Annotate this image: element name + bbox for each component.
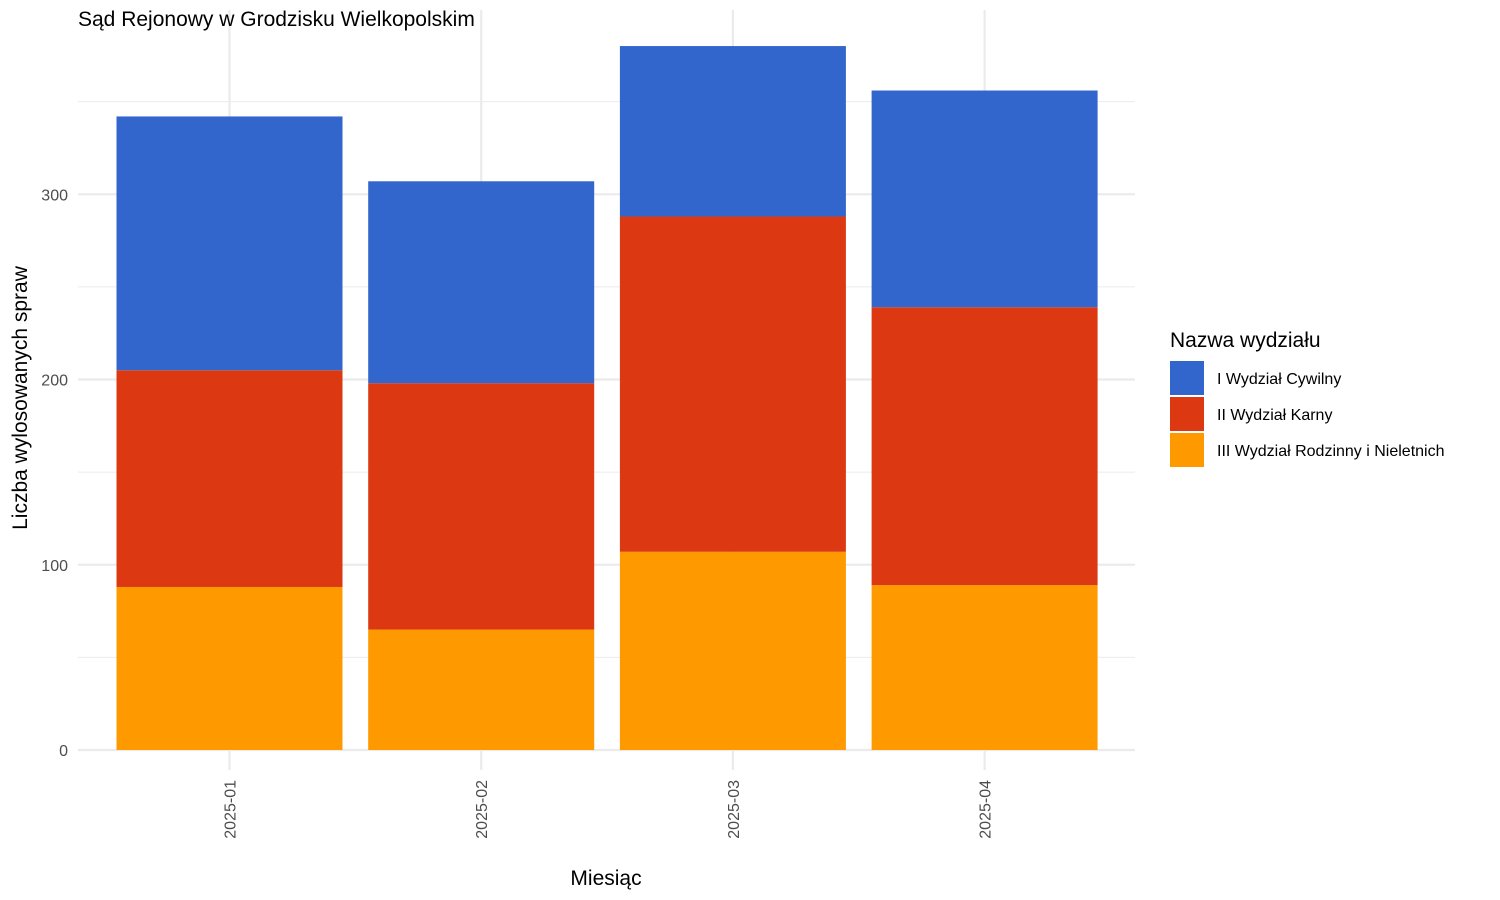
bar-segment [871, 307, 1098, 586]
bar-segment [368, 383, 595, 630]
legend-label: I Wydział Cywilny [1217, 371, 1341, 388]
bars-layer [116, 46, 1098, 750]
y-tick-label: 200 [41, 373, 68, 390]
bar-segment [368, 629, 595, 750]
x-tick-label: 2025-02 [474, 780, 491, 839]
legend-label: II Wydział Karny [1217, 407, 1332, 424]
bar-segment [871, 585, 1098, 750]
legend-title: Nazwa wydziału [1170, 329, 1321, 352]
legend-swatch [1170, 433, 1204, 467]
y-axis-ticks: 0 100 200 300 [41, 187, 68, 760]
bar-segment [871, 90, 1098, 308]
x-axis-ticks: 2025-01 2025-02 2025-03 2025-04 [223, 780, 995, 839]
chart-title: Sąd Rejonowy w Grodzisku Wielkopolskim [78, 8, 475, 31]
y-axis-title: Liczba wylosowanych spraw [9, 265, 32, 530]
legend-swatch [1170, 361, 1204, 395]
bar-segment [619, 216, 846, 552]
x-tick-label: 2025-01 [223, 780, 240, 839]
bar-segment [619, 551, 846, 750]
bar-segment [116, 586, 343, 750]
bar-segment [116, 116, 343, 371]
legend-label: III Wydział Rodzinny i Nieletnich [1217, 443, 1445, 460]
bar-segment [619, 46, 846, 217]
bar-segment [368, 181, 595, 384]
legend-swatch [1170, 397, 1204, 431]
y-tick-label: 300 [41, 187, 68, 204]
legend: Nazwa wydziału I Wydział Cywilny II Wydzi… [1170, 329, 1445, 467]
y-tick-label: 0 [59, 743, 68, 760]
x-tick-label: 2025-03 [726, 780, 743, 839]
y-tick-label: 100 [41, 558, 68, 575]
x-tick-label: 2025-04 [978, 780, 995, 839]
bar-segment [116, 370, 343, 587]
legend-items: I Wydział Cywilny II Wydział Karny III Wyd… [1170, 361, 1445, 467]
x-axis-title: Miesiąc [570, 867, 641, 890]
